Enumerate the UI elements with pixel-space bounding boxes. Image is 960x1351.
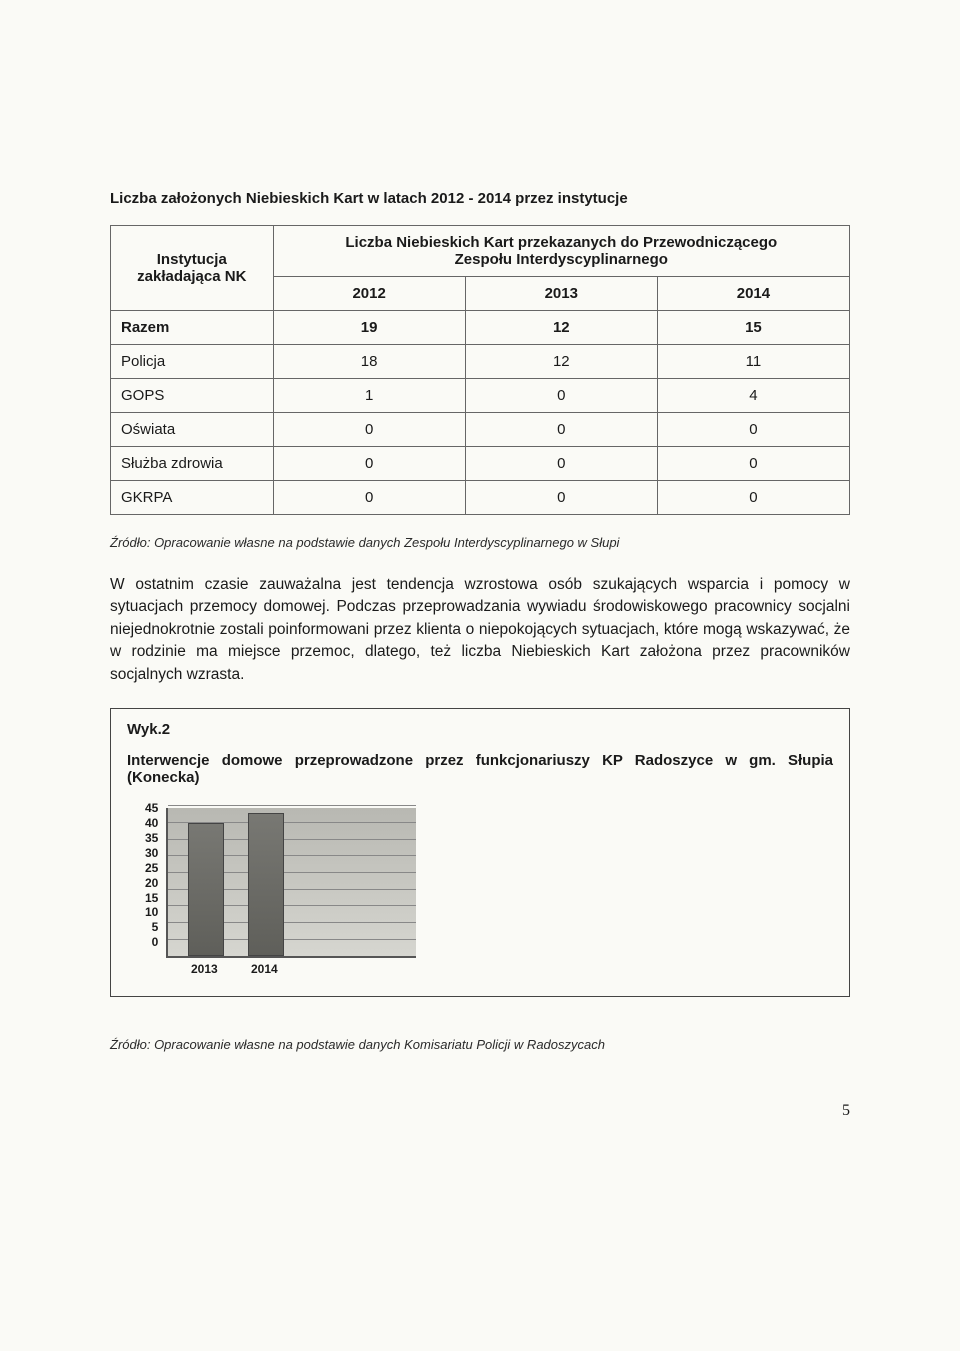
header-right-line2: Zespołu Interdyscyplinarnego xyxy=(455,251,668,268)
table-row-label: GKRPA xyxy=(111,481,274,515)
table-cell: 0 xyxy=(657,481,849,515)
header-right-line1: Liczba Niebieskich Kart przekazanych do … xyxy=(345,234,777,251)
table-row-label: Razem xyxy=(111,311,274,345)
table-cell: 0 xyxy=(465,379,657,413)
chart-source: Źródło: Opracowanie własne na podstawie … xyxy=(110,1037,850,1052)
chart-plot-wrap: 051015202530354045 2013 2014 xyxy=(145,808,833,976)
chart-x-tick: 2014 xyxy=(246,962,282,976)
chart-gridline xyxy=(168,805,416,806)
chart-title: Interwencje domowe przeprowadzone przez … xyxy=(127,752,833,786)
chart-bar xyxy=(188,823,224,956)
table-cell: 12 xyxy=(465,345,657,379)
table-cell: 0 xyxy=(273,413,465,447)
table-row: Oświata000 xyxy=(111,413,850,447)
table-cell: 11 xyxy=(657,345,849,379)
table-cell: 15 xyxy=(657,311,849,345)
body-paragraph: W ostatnim czasie zauważalna jest tenden… xyxy=(110,574,850,686)
chart-y-axis: 051015202530354045 xyxy=(145,808,162,958)
table-row-label: Policja xyxy=(111,345,274,379)
table-row-label: Oświata xyxy=(111,413,274,447)
table-row: GKRPA000 xyxy=(111,481,850,515)
table-row: Razem191215 xyxy=(111,311,850,345)
table-year: 2014 xyxy=(657,277,849,311)
table-row-label: GOPS xyxy=(111,379,274,413)
nk-table: Instytucja zakładająca NK Liczba Niebies… xyxy=(110,225,850,515)
chart-x-axis: 2013 2014 xyxy=(166,958,416,976)
table-cell: 0 xyxy=(465,447,657,481)
table-cell: 0 xyxy=(465,481,657,515)
table-year: 2012 xyxy=(273,277,465,311)
table-cell: 0 xyxy=(657,413,849,447)
table-row: Służba zdrowia000 xyxy=(111,447,850,481)
table-row-label: Służba zdrowia xyxy=(111,447,274,481)
table-row: Policja181211 xyxy=(111,345,850,379)
page-number: 5 xyxy=(110,1102,850,1120)
table-cell: 19 xyxy=(273,311,465,345)
table-cell: 18 xyxy=(273,345,465,379)
chart-container: Wyk.2 Interwencje domowe przeprowadzone … xyxy=(110,708,850,997)
table-cell: 0 xyxy=(465,413,657,447)
chart-label: Wyk.2 xyxy=(127,721,833,738)
table-source: Źródło: Opracowanie własne na podstawie … xyxy=(110,535,850,550)
table-year: 2013 xyxy=(465,277,657,311)
chart-bar xyxy=(248,813,284,956)
chart-x-tick: 2013 xyxy=(186,962,222,976)
table-cell: 12 xyxy=(465,311,657,345)
table-cell: 1 xyxy=(273,379,465,413)
header-left-line2: zakładająca NK xyxy=(137,268,246,285)
header-left-line1: Instytucja xyxy=(157,251,227,268)
table-header-right: Liczba Niebieskich Kart przekazanych do … xyxy=(273,226,849,277)
table-row: GOPS104 xyxy=(111,379,850,413)
table-cell: 0 xyxy=(273,481,465,515)
table-cell: 0 xyxy=(273,447,465,481)
table-header-left: Instytucja zakładająca NK xyxy=(111,226,274,311)
table-title: Liczba założonych Niebieskich Kart w lat… xyxy=(110,190,850,207)
table-cell: 0 xyxy=(657,447,849,481)
table-cell: 4 xyxy=(657,379,849,413)
chart-plot-area xyxy=(166,808,416,958)
